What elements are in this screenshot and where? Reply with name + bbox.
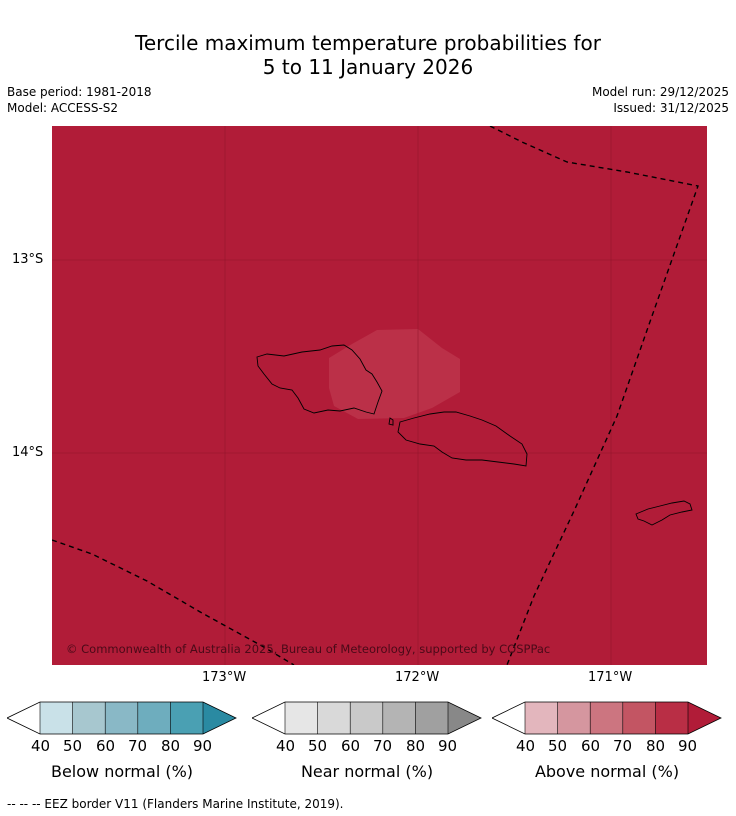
colorbar-cell [525, 702, 558, 734]
colorbar-cell [382, 702, 416, 734]
title-line-1: Tercile maximum temperature probabilitie… [135, 31, 601, 55]
colorbar-arrow-low [7, 702, 40, 734]
lat-label-14s: 14°S [12, 445, 44, 460]
colorbar-near [252, 701, 482, 735]
colorbar-below-label: Below normal (%) [50, 762, 194, 781]
colorbar-arrow-low [492, 702, 525, 734]
model-run: Model run: 29/12/2025 [591, 85, 729, 99]
colorbar-tick: 80 [161, 737, 181, 755]
forecast-map: © Commonwealth of Australia 2025, Bureau… [52, 126, 707, 665]
meta-right: Model run: 29/12/2025 Issued: 31/12/2025 [592, 84, 729, 116]
eez-legend-note: -- -- -- EEZ border V11 (Flanders Marine… [7, 797, 344, 811]
colorbar-near-label: Near normal (%) [300, 762, 434, 781]
colorbar-tick: 90 [678, 737, 698, 755]
colorbar-tick: 70 [128, 737, 148, 755]
tutuila-island [635, 500, 693, 526]
colorbar-cell [137, 702, 171, 734]
colorbar-cell [317, 702, 351, 734]
copyright-notice: © Commonwealth of Australia 2025, Bureau… [66, 642, 550, 656]
colorbar-tick: 50 [308, 737, 328, 755]
model-name: Model: ACCESS-S2 [7, 101, 119, 115]
lon-label-173w: 173°W [202, 670, 247, 685]
eez-border [52, 126, 699, 665]
colorbar-tick: 90 [438, 737, 458, 755]
colorbar-cell [415, 702, 448, 734]
colorbar-cell [655, 702, 688, 734]
colorbar-tick: 40 [276, 737, 296, 755]
chart-title: Tercile maximum temperature probabilitie… [0, 31, 736, 79]
colorbar-tick: 40 [31, 737, 51, 755]
colorbar-tick: 80 [646, 737, 666, 755]
colorbar-tick: 50 [63, 737, 83, 755]
colorbar-cell [350, 702, 383, 734]
colorbar-cell [622, 702, 656, 734]
savaii-island [256, 344, 383, 415]
colorbar-cell [590, 702, 623, 734]
colorbar-cell [170, 702, 203, 734]
colorbar-tick: 70 [373, 737, 393, 755]
gridlines [52, 126, 707, 665]
colorbar-tick: 60 [581, 737, 601, 755]
lat-label-13s: 13°S [12, 252, 44, 267]
upolu-island [397, 411, 528, 467]
colorbar-below [7, 701, 237, 735]
colorbar-above-label: Above normal (%) [534, 762, 680, 781]
lon-label-171w: 171°W [588, 670, 633, 685]
colorbar-cell [285, 702, 318, 734]
issued-date: Issued: 31/12/2025 [613, 101, 729, 115]
colorbar-arrow-low [252, 702, 285, 734]
colorbar-cell [557, 702, 591, 734]
colorbar-tick: 60 [341, 737, 361, 755]
colorbar-tick: 40 [516, 737, 536, 755]
lon-label-172w: 172°W [395, 670, 440, 685]
colorbar-cell [105, 702, 138, 734]
samoa-islands [256, 344, 693, 526]
colorbar-arrow-high [448, 702, 481, 734]
colorbar-above [492, 701, 722, 735]
probability-patch [329, 329, 460, 419]
colorbar-arrow-high [203, 702, 236, 734]
colorbar-cell [72, 702, 106, 734]
manono-island [388, 417, 394, 426]
base-period: Base period: 1981-2018 [7, 85, 152, 99]
colorbar-tick: 60 [96, 737, 116, 755]
colorbar-tick: 50 [548, 737, 568, 755]
colorbar-tick: 90 [193, 737, 213, 755]
colorbar-tick: 70 [613, 737, 633, 755]
colorbar-arrow-high [688, 702, 721, 734]
colorbar-tick: 80 [406, 737, 426, 755]
meta-left: Base period: 1981-2018 Model: ACCESS-S2 [7, 84, 152, 116]
colorbar-cell [40, 702, 73, 734]
title-line-2: 5 to 11 January 2026 [262, 55, 474, 79]
